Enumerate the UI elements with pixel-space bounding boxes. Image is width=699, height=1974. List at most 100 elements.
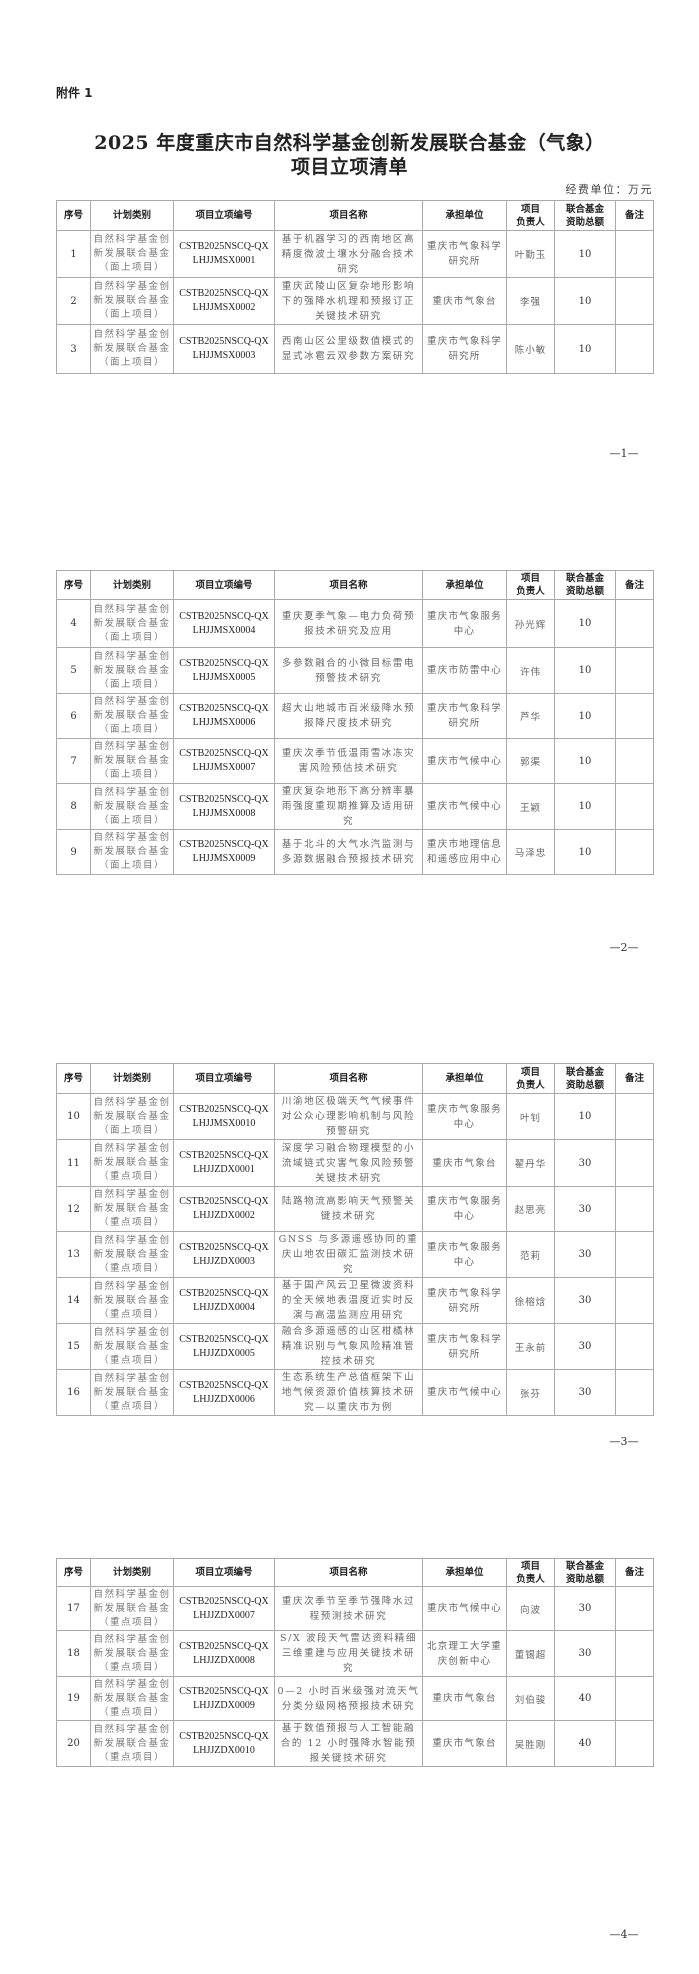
cell-note: [615, 1369, 654, 1416]
table-header-row: 序号 计划类别 项目立项编号 项目名称 承担单位 项目 负责人 联合基金 资助总额 备注: [56, 1558, 654, 1587]
cell-amount: 30: [554, 1231, 616, 1278]
column-header-seq: 序号: [56, 1063, 91, 1094]
cell-note: [615, 1186, 654, 1232]
page-number: —1—: [609, 447, 639, 460]
column-header-unit: 承担单位: [422, 1558, 507, 1587]
cell-amount: 30: [554, 1139, 616, 1187]
cell-leader: 范莉: [506, 1231, 555, 1278]
cell-amount: 10: [554, 693, 616, 739]
cell-leader: 刘伯骏: [506, 1676, 555, 1721]
column-header-lead: 项目 负责人: [506, 570, 555, 600]
cell-note: [615, 277, 654, 325]
column-header-seq: 序号: [56, 570, 91, 600]
cell-category: 自然科学基金创新发展联合基金（面上项目）: [90, 693, 174, 739]
cell-name: 融合多源遥感的山区柑橘林精准识别与气象风险精准管控技术研究: [274, 1323, 423, 1370]
cell-name: 超大山地城市百米级降水预报降尺度技术研究: [274, 693, 423, 739]
table-row: 17 自然科学基金创新发展联合基金（重点项目） CSTB2025NSCQ-QX LHJ…: [56, 1586, 654, 1631]
cell-unit: 重庆市地理信息和遥感应用中心: [422, 829, 507, 875]
cell-leader: 王颖: [506, 783, 555, 830]
cell-note: [615, 783, 654, 830]
cell-unit: 重庆市气象科学研究所: [422, 693, 507, 739]
cell-note: [615, 1676, 654, 1721]
cell-name: 重庆夏季气象—电力负荷预报技术研究及应用: [274, 599, 423, 648]
cell-amount: 30: [554, 1186, 616, 1232]
cell-no: 3: [56, 324, 91, 374]
cell-no: 19: [56, 1676, 91, 1721]
cell-leader: 张芬: [506, 1369, 555, 1416]
cell-no: 4: [56, 599, 91, 648]
cell-amount: 10: [554, 599, 616, 648]
cell-category: 自然科学基金创新发展联合基金（重点项目）: [90, 1231, 174, 1278]
table-row: 6 自然科学基金创新发展联合基金（面上项目） CSTB2025NSCQ-QX LHJJ…: [56, 693, 654, 739]
table-row: 14 自然科学基金创新发展联合基金（重点项目） CSTB2025NSCQ-QX LHJ…: [56, 1277, 654, 1324]
cell-amount: 10: [554, 647, 616, 694]
cell-leader: 徐榕焓: [506, 1277, 555, 1324]
cell-no: 15: [56, 1323, 91, 1370]
cell-note: [615, 1093, 654, 1140]
cell-leader: 叶钊: [506, 1093, 555, 1140]
cell-leader: 许伟: [506, 647, 555, 694]
table-row: 7 自然科学基金创新发展联合基金（面上项目） CSTB2025NSCQ-QX LHJJ…: [56, 738, 654, 784]
cell-note: [615, 1139, 654, 1187]
cell-unit: 北京理工大学重庆创新中心: [422, 1630, 507, 1677]
cell-name: 基于北斗的大气水汽监测与多源数据融合预报技术研究: [274, 829, 423, 875]
column-header-cat: 计划类别: [90, 200, 174, 231]
cell-no: 17: [56, 1586, 91, 1631]
project-code: CSTB2025NSCQ-QX LHJJZDX0010: [173, 1720, 275, 1767]
cell-leader: 吴胜刚: [506, 1720, 555, 1767]
table-row: 9 自然科学基金创新发展联合基金（面上项目） CSTB2025NSCQ-QX LHJJ…: [56, 829, 654, 875]
column-header-note: 备注: [615, 570, 654, 600]
cell-unit: 重庆市气象科学研究所: [422, 1323, 507, 1370]
project-code: CSTB2025NSCQ-QX LHJJZDX0007: [173, 1586, 275, 1631]
cell-category: 自然科学基金创新发展联合基金（面上项目）: [90, 829, 174, 875]
cell-note: [615, 1720, 654, 1767]
table-row: 3 自然科学基金创新发展联合基金（面上项目） CSTB2025NSCQ-QX LHJJ…: [56, 324, 654, 374]
cell-category: 自然科学基金创新发展联合基金（重点项目）: [90, 1323, 174, 1370]
column-header-unit: 承担单位: [422, 570, 507, 600]
column-header-amt: 联合基金 资助总额: [554, 1063, 616, 1094]
cell-name: 重庆次季节低温雨雪冰冻灾害风险预估技术研究: [274, 738, 423, 784]
cell-category: 自然科学基金创新发展联合基金（重点项目）: [90, 1369, 174, 1416]
cell-unit: 重庆市气候中心: [422, 1586, 507, 1631]
column-header-lead: 项目 负责人: [506, 1558, 555, 1587]
cell-leader: 向波: [506, 1586, 555, 1631]
cell-amount: 30: [554, 1277, 616, 1324]
project-code: CSTB2025NSCQ-QX LHJJMSX0001: [173, 230, 275, 278]
cell-unit: 重庆市防雷中心: [422, 647, 507, 694]
cell-unit: 重庆市气象台: [422, 1720, 507, 1767]
table-row: 5 自然科学基金创新发展联合基金（面上项目） CSTB2025NSCQ-QX LHJJ…: [56, 647, 654, 694]
cell-name: S/X 波段天气雷达资料精细三维重建与应用关键技术研究: [274, 1630, 423, 1677]
cell-name: GNSS 与多源遥感协同的重庆山地农田碳汇监测技术研究: [274, 1231, 423, 1278]
column-header-name: 项目名称: [274, 1558, 423, 1587]
column-header-code: 项目立项编号: [173, 200, 275, 231]
project-table-page-2: 序号 计划类别 项目立项编号 项目名称 承担单位 项目 负责人 联合基金 资助总额 备注 4 自然…: [56, 570, 654, 875]
unit-note: 经费单位：万元: [565, 183, 653, 196]
cell-unit: 重庆市气象服务中心: [422, 1186, 507, 1232]
column-header-cat: 计划类别: [90, 570, 174, 600]
cell-unit: 重庆市气象服务中心: [422, 1093, 507, 1140]
cell-name: 深度学习融合物理模型的小流域链式灾害气象风险预警关键技术研究: [274, 1139, 423, 1187]
cell-no: 16: [56, 1369, 91, 1416]
cell-leader: 叶勤玉: [506, 230, 555, 278]
cell-note: [615, 324, 654, 374]
cell-name: 基于机器学习的西南地区高精度微波土壤水分融合技术研究: [274, 230, 423, 278]
project-code: CSTB2025NSCQ-QX LHJJZDX0002: [173, 1186, 275, 1232]
cell-note: [615, 738, 654, 784]
column-header-cat: 计划类别: [90, 1558, 174, 1587]
cell-name: 川渝地区极端天气气候事件对公众心理影响机制与风险预警研究: [274, 1093, 423, 1140]
cell-note: [615, 230, 654, 278]
cell-leader: 赵思亮: [506, 1186, 555, 1232]
project-code: CSTB2025NSCQ-QX LHJJMSX0006: [173, 693, 275, 739]
cell-unit: 重庆市气象科学研究所: [422, 1277, 507, 1324]
project-code: CSTB2025NSCQ-QX LHJJMSX0008: [173, 783, 275, 830]
cell-name: 多参数融合的小微目标雷电预警技术研究: [274, 647, 423, 694]
cell-name: 重庆武陵山区复杂地形影响下的强降水机理和预报订正关键技术研究: [274, 277, 423, 325]
cell-amount: 10: [554, 783, 616, 830]
cell-category: 自然科学基金创新发展联合基金（重点项目）: [90, 1586, 174, 1631]
project-code: CSTB2025NSCQ-QX LHJJZDX0005: [173, 1323, 275, 1370]
cell-amount: 10: [554, 1093, 616, 1140]
cell-amount: 30: [554, 1369, 616, 1416]
cell-category: 自然科学基金创新发展联合基金（面上项目）: [90, 599, 174, 648]
cell-leader: 董锡超: [506, 1630, 555, 1677]
table-header-row: 序号 计划类别 项目立项编号 项目名称 承担单位 项目 负责人 联合基金 资助总额 备注: [56, 1063, 654, 1094]
